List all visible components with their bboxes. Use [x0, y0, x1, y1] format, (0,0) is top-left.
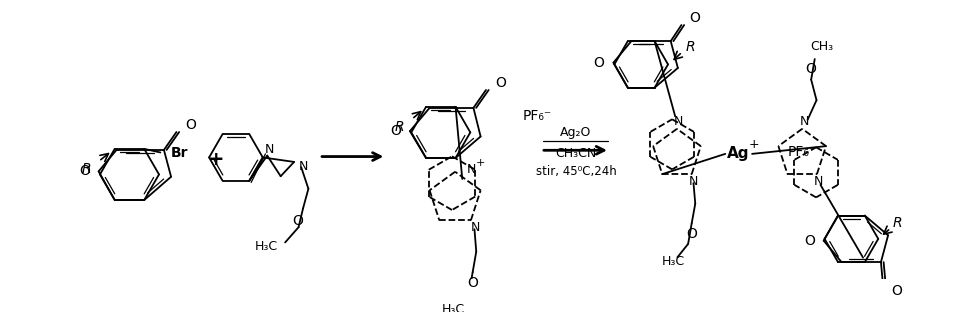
Text: O: O: [690, 11, 700, 25]
Text: N: N: [265, 143, 273, 156]
Text: R: R: [395, 119, 404, 134]
Text: O: O: [390, 124, 401, 138]
Text: O: O: [292, 214, 303, 228]
Text: O: O: [891, 284, 901, 298]
Text: O: O: [805, 62, 816, 76]
Text: O: O: [593, 56, 605, 70]
Text: Ag₂O: Ag₂O: [560, 126, 591, 139]
Text: N: N: [674, 115, 684, 128]
Text: Br: Br: [171, 146, 189, 160]
Text: O: O: [186, 118, 196, 132]
Text: N: N: [814, 175, 823, 188]
Text: stir, 45⁰C,24h: stir, 45⁰C,24h: [535, 165, 616, 178]
Text: N: N: [799, 115, 809, 128]
Text: Ag: Ag: [726, 146, 749, 161]
Text: N: N: [471, 221, 480, 234]
Text: R: R: [893, 216, 902, 230]
Text: O: O: [495, 76, 506, 90]
Text: N: N: [466, 163, 476, 177]
Text: R: R: [81, 162, 91, 176]
Text: O: O: [687, 227, 697, 241]
Text: R: R: [686, 40, 695, 54]
Text: O: O: [804, 234, 815, 248]
Text: PF₆⁻: PF₆⁻: [788, 145, 817, 159]
Text: +: +: [208, 150, 224, 169]
Text: PF₆⁻: PF₆⁻: [522, 109, 552, 123]
Text: CH₃CN: CH₃CN: [556, 147, 596, 160]
Text: N: N: [299, 160, 308, 173]
Text: N: N: [689, 175, 698, 188]
Text: +: +: [476, 158, 484, 168]
Text: O: O: [467, 276, 478, 290]
Text: H₃C: H₃C: [255, 241, 278, 253]
Text: CH₃: CH₃: [810, 40, 833, 53]
Text: O: O: [79, 164, 90, 178]
Text: H₃C: H₃C: [663, 255, 686, 268]
Text: +: +: [748, 139, 759, 151]
Text: H₃C: H₃C: [441, 303, 464, 312]
